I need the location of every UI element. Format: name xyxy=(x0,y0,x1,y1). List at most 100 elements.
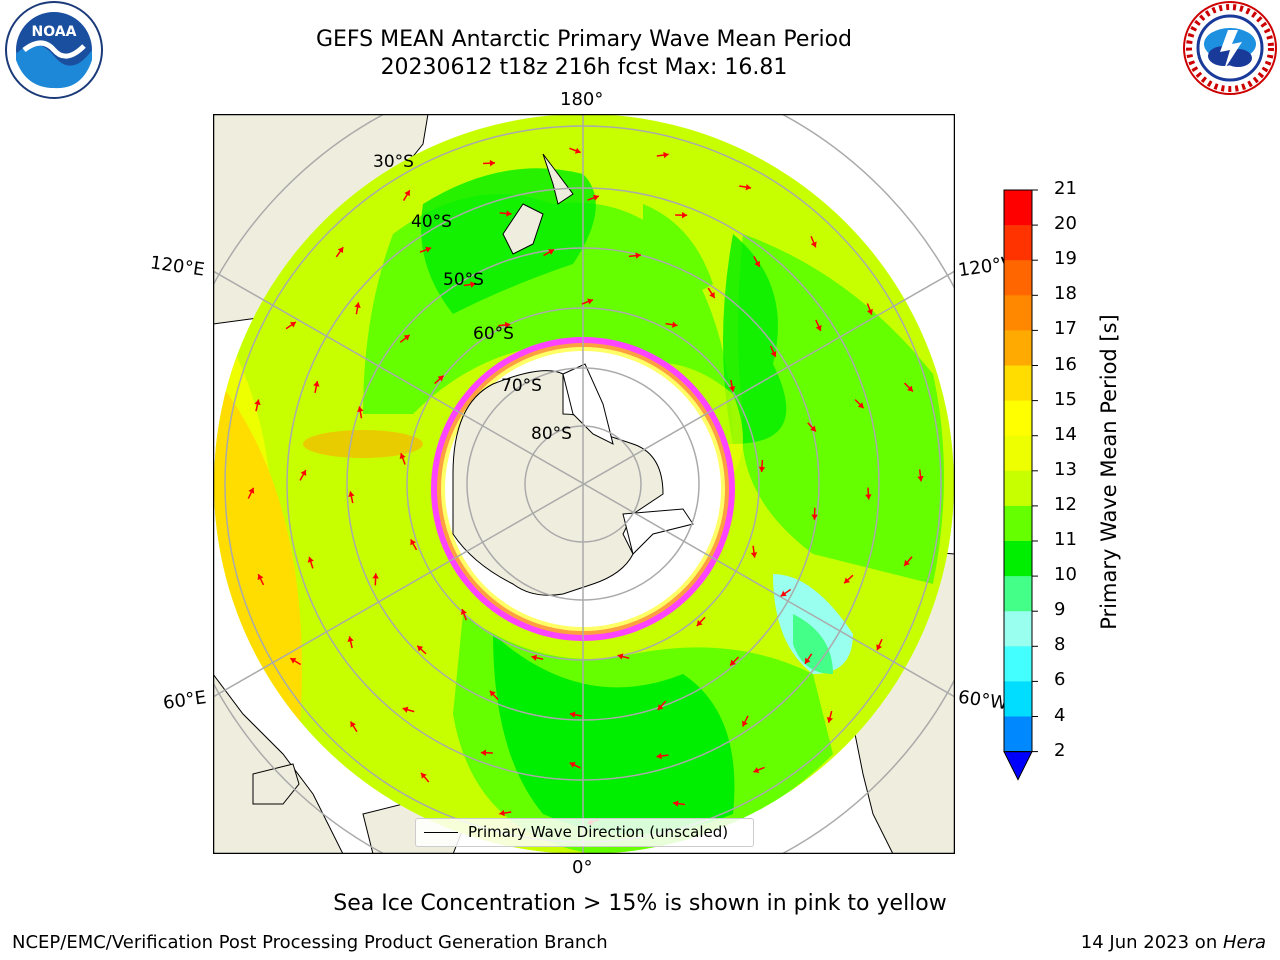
lon-label-0: 0° xyxy=(572,857,593,878)
wave-arrow-head xyxy=(569,711,576,718)
antarctica-land xyxy=(452,370,664,596)
colorbar-segment xyxy=(1004,365,1032,402)
colorbar-tick-label: 4 xyxy=(1054,704,1066,726)
wave-arrow-head xyxy=(742,720,748,727)
wave-arrow-head xyxy=(780,590,787,597)
colorbar-tick-label: 13 xyxy=(1054,458,1077,480)
wave-arrow-head xyxy=(696,620,703,626)
wave-arrow-head xyxy=(907,385,913,392)
wave-arrow-head xyxy=(682,211,688,219)
colorbar-segment xyxy=(1004,435,1032,472)
wave-arrow-head xyxy=(347,636,354,643)
colorbar-underflow-triangle xyxy=(1003,751,1033,781)
colorbar-segment xyxy=(1004,400,1032,437)
polar-map: 30°S 40°S 50°S 60°S 70°S 80°S Primary Wa… xyxy=(213,114,955,854)
colorbar-tick-label: 2 xyxy=(1054,739,1066,761)
wave-arrow-head xyxy=(300,469,307,476)
wave-arrow-head xyxy=(506,210,512,217)
wave-arrow-head xyxy=(663,151,669,159)
colorbar-segment xyxy=(1004,330,1032,366)
wave-arrow-head xyxy=(489,159,496,167)
wave-arrow-head xyxy=(904,559,910,566)
wave-arrow-head xyxy=(399,453,406,460)
wave-arrow-head xyxy=(758,466,766,473)
wave-arrow-head xyxy=(569,762,576,768)
madagascar-land xyxy=(252,763,300,805)
wave-arrow-head xyxy=(574,147,581,154)
colorbar xyxy=(1003,189,1038,781)
wave-arrow-head xyxy=(917,475,924,482)
svg-text:NOAA: NOAA xyxy=(32,24,77,40)
colorbar-tick-label: 18 xyxy=(1054,283,1077,305)
wave-arrow-head xyxy=(826,716,834,723)
lon-label-120e: 120°E xyxy=(148,252,206,281)
wave-arrow-head xyxy=(372,573,379,579)
wave-arrow-head xyxy=(425,246,432,253)
wave-arrow-head xyxy=(865,494,872,500)
wave-arrow-head xyxy=(410,539,416,546)
colorbar-tick-label: 15 xyxy=(1054,388,1077,410)
colorbar-segment xyxy=(1004,576,1032,612)
wave-arrow-head xyxy=(248,487,255,494)
colorbar-segment xyxy=(1004,295,1032,331)
lon-label-60e: 60°E xyxy=(161,687,208,714)
lat-label-80s: 80°S xyxy=(531,424,572,444)
africa-land xyxy=(213,673,344,854)
wave-arrow-head xyxy=(857,402,864,409)
wave-arrow-head xyxy=(805,657,811,664)
wave-arrow-head xyxy=(810,241,817,248)
chart-subtitle: 20230612 t18z 216h fcst Max: 16.81 xyxy=(380,55,788,80)
wave-arrow-head xyxy=(313,381,320,387)
footer-date: 14 Jun 2023 on Hera xyxy=(1081,932,1266,953)
wave-arrow-head xyxy=(307,556,314,563)
wave-arrow-head xyxy=(348,491,355,497)
wave-arrow-head xyxy=(290,658,297,664)
colorbar-tick-label: 14 xyxy=(1054,423,1077,445)
wave-arrow-head xyxy=(504,321,511,329)
wave-arrow-head xyxy=(728,386,736,392)
footer-credit: NCEP/EMC/Verification Post Processing Pr… xyxy=(12,932,608,953)
wave-arrow-head xyxy=(480,749,487,756)
wave-arrow-head xyxy=(635,252,641,259)
colorbar-segment xyxy=(1004,716,1032,753)
wave-arrow-head xyxy=(354,302,361,308)
footer-date-text: 14 Jun 2023 on xyxy=(1080,932,1223,953)
wave-arrow-head xyxy=(753,767,760,774)
chart-title: GEFS MEAN Antarctic Primary Wave Mean Pe… xyxy=(315,27,853,52)
colorbar-tick-label: 8 xyxy=(1054,634,1066,656)
wave-arrow-head xyxy=(657,704,664,711)
wave-arrow-head xyxy=(531,654,538,661)
wave-arrow-head xyxy=(337,247,344,254)
lat-label-60s: 60°S xyxy=(473,324,514,344)
new-zealand-land xyxy=(502,153,574,255)
legend-line-sample xyxy=(424,832,458,833)
colorbar-segment xyxy=(1004,611,1032,647)
wave-arrow-head xyxy=(815,325,822,331)
wave-arrow-head xyxy=(810,425,816,432)
wave-arrow-head xyxy=(548,249,555,255)
colorbar-tick-label: 12 xyxy=(1054,493,1077,515)
colorbar-tick-label: 9 xyxy=(1054,599,1066,621)
footer-host: Hera xyxy=(1222,932,1266,953)
wave-arrow-head xyxy=(593,194,599,201)
wave-arrow-head xyxy=(357,406,364,413)
colorbar-segment xyxy=(1004,260,1032,296)
colorbar-segment xyxy=(1004,505,1032,542)
wave-arrow-head xyxy=(254,399,261,406)
sea-ice-note: Sea Ice Concentration > 15% is shown in … xyxy=(333,891,947,916)
nws-logo xyxy=(1180,0,1280,104)
wave-arrow-head xyxy=(257,574,264,581)
wave-arrow-head xyxy=(811,514,818,520)
colorbar-tick-label: 20 xyxy=(1054,213,1077,235)
wave-arrow-head xyxy=(350,721,356,728)
wave-arrow-head xyxy=(876,644,883,651)
wave-arrow-head xyxy=(750,552,758,558)
wave-arrow-head xyxy=(417,645,424,652)
wave-arrow-head xyxy=(671,321,678,328)
wave-arrow-head xyxy=(403,334,410,341)
wave-arrow-head xyxy=(730,659,736,666)
colorbar-segment xyxy=(1004,225,1032,261)
wave-arrow-head xyxy=(402,706,409,713)
colorbar-tick-label: 6 xyxy=(1054,669,1066,691)
wave-arrow-head xyxy=(866,308,873,315)
